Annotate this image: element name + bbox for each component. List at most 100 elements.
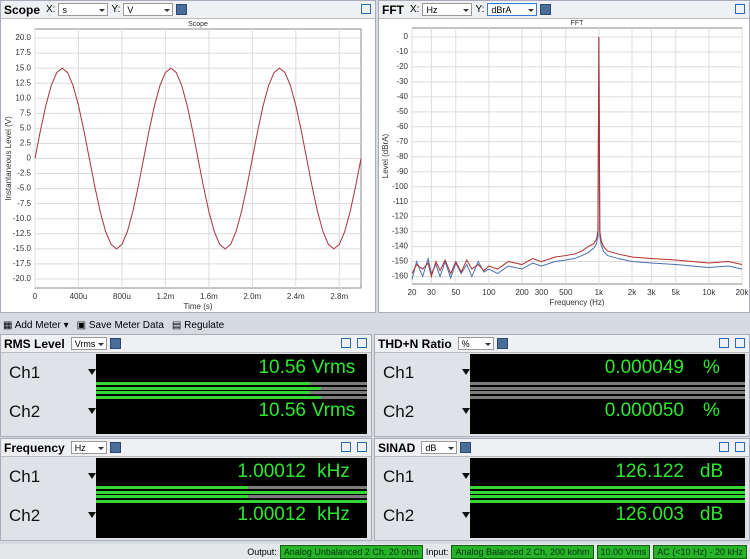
x-tick-label: 500 [559, 288, 573, 297]
meter-unit: kHz [317, 504, 350, 525]
x-axis-label: Frequency (Hz) [549, 298, 604, 307]
y-tick-label: -120 [392, 212, 409, 221]
popout-button[interactable] [735, 4, 745, 14]
level-bar-track [470, 495, 745, 498]
y-tick-label: 15.0 [15, 63, 31, 72]
y-tick-label: -60 [396, 122, 408, 131]
toolbar: ▦ Add Meter ▾ ▣ Save Meter Data ▤ Regula… [0, 318, 750, 333]
x-unit-select[interactable]: s [58, 3, 109, 16]
y-tick-label: -10.0 [13, 214, 32, 223]
unit-select[interactable]: Vrms [70, 337, 107, 350]
channel-select[interactable] [88, 408, 96, 418]
channel-select[interactable] [88, 473, 96, 483]
meter-panel: SINAD dB 126.122 dB 126.003 dB Ch1 Ch2 [374, 438, 750, 541]
popout-button[interactable] [341, 338, 351, 348]
y-tick-label: -12.5 [13, 229, 32, 238]
channel-select[interactable] [88, 369, 96, 379]
channel-select[interactable] [462, 512, 470, 522]
meter-unit: Vrms [311, 357, 356, 378]
range-box[interactable]: 10.00 Vrms [596, 544, 651, 559]
x-tick-label: 1.2m [157, 292, 175, 301]
settings-button[interactable] [496, 338, 508, 349]
level-bar-track [470, 382, 745, 385]
scope-chart: Scope 20.0 17.5 15.0 12.5 10.0 7.5 5.0 2.5 0 -2.5 -… [4, 21, 362, 311]
settings-button[interactable] [540, 4, 552, 15]
level-bar-track [470, 486, 745, 489]
x-tick-label: 10k [702, 288, 716, 297]
meter-display: 0.000049% 0.000050% [470, 354, 745, 434]
meter-title: SINAD [378, 440, 416, 455]
popout-button[interactable] [341, 442, 351, 452]
popout-button[interactable] [361, 4, 371, 14]
y-tick-label: -15.0 [13, 244, 32, 253]
level-bar-track [470, 395, 745, 399]
y-axis-label: Instantaneous Level (V) [4, 116, 13, 201]
filter-box[interactable]: AC (<10 Hz) - 20 kHz [653, 544, 747, 559]
meter-value: 10.56 [258, 400, 306, 421]
unit-select[interactable]: % [457, 337, 494, 350]
meter-title: Frequency [4, 440, 65, 455]
save-button[interactable]: ▣ Save Meter Data [76, 320, 164, 331]
level-bar [96, 495, 248, 498]
scope-panel: Scope X: s Y: V Scope 20.0 17.5 15.0 12.5 10.… [0, 0, 376, 313]
level-bar [96, 391, 311, 394]
fft-panel: FFT X: Hz Y: dBrA FFT 0 -10 -20 -30 -40 -50 -60… [378, 0, 750, 313]
settings-button[interactable] [109, 338, 121, 349]
output-box[interactable]: Analog Unbalanced 2 Ch, 20 ohm [279, 544, 423, 559]
close-button[interactable] [735, 442, 745, 452]
x-tick-label: 5k [672, 288, 681, 297]
level-bar [470, 486, 745, 489]
series-line [34, 67, 362, 250]
fft-header: FFT X: Hz Y: dBrA [379, 1, 749, 19]
y-unit-select[interactable]: V [123, 3, 174, 16]
series-line [411, 36, 743, 279]
panel-title: Scope [4, 2, 41, 17]
unit-select[interactable]: Hz [70, 441, 107, 454]
close-button[interactable] [357, 442, 367, 452]
settings-button[interactable] [109, 442, 121, 453]
y-tick-label: -50 [396, 107, 408, 116]
x-tick-label: 2.0m [243, 292, 261, 301]
level-bar-track [470, 386, 745, 390]
regulate-button[interactable]: ▤ Regulate [171, 320, 225, 331]
x-tick-label: 20 [408, 288, 417, 297]
meter-value: 126.003 [615, 504, 684, 525]
popout-button[interactable] [719, 338, 729, 348]
close-button[interactable] [735, 338, 745, 348]
y-label: Y: [111, 4, 121, 15]
y-tick-label: -90 [396, 167, 408, 176]
add-meter-button[interactable]: ▦ Add Meter ▾ [3, 320, 69, 331]
level-bar [96, 382, 311, 385]
panel-title: FFT [382, 2, 404, 17]
settings-button[interactable] [460, 442, 472, 453]
level-bar [470, 499, 745, 503]
channel-label: Ch2 [383, 506, 415, 525]
meter-header: SINAD dB [375, 439, 749, 457]
meter-display: 1.00012 kHz 1.00012 kHz [96, 458, 367, 538]
y-tick-label: -40 [396, 92, 408, 101]
x-tick-label: 3k [647, 288, 656, 297]
y-unit-select[interactable]: dBrA [487, 3, 538, 16]
y-tick-label: 2.5 [20, 139, 32, 148]
y-tick-label: -2.5 [17, 169, 31, 178]
popout-button[interactable] [719, 442, 729, 452]
x-tick-label: 0 [33, 292, 38, 301]
channel-select[interactable] [462, 408, 470, 418]
channel-select[interactable] [462, 473, 470, 483]
settings-button[interactable] [176, 4, 188, 15]
x-unit-select[interactable]: Hz [422, 3, 473, 16]
y-tick-label: 7.5 [20, 108, 32, 117]
meter-panel: RMS Level Vrms 10.56 Vrms 10.56 Vrms Ch1 Ch2 [0, 334, 372, 437]
y-tick-label: 10.0 [15, 93, 31, 102]
channel-select[interactable] [462, 369, 470, 379]
unit-select[interactable]: dB [421, 441, 458, 454]
meter-panel: THD+N Ratio% 0.000049% 0.000050% Ch1 Ch2 [374, 334, 750, 437]
meter-unit: % [703, 357, 720, 378]
channel-select[interactable] [88, 512, 96, 522]
series-line [411, 36, 743, 280]
input-box[interactable]: Analog Balanced 2 Ch, 200 kohm [451, 544, 594, 559]
x-tick-label: 400u [70, 292, 88, 301]
y-tick-label: -20 [396, 62, 408, 71]
close-button[interactable] [357, 338, 367, 348]
x-label: X: [410, 4, 420, 15]
